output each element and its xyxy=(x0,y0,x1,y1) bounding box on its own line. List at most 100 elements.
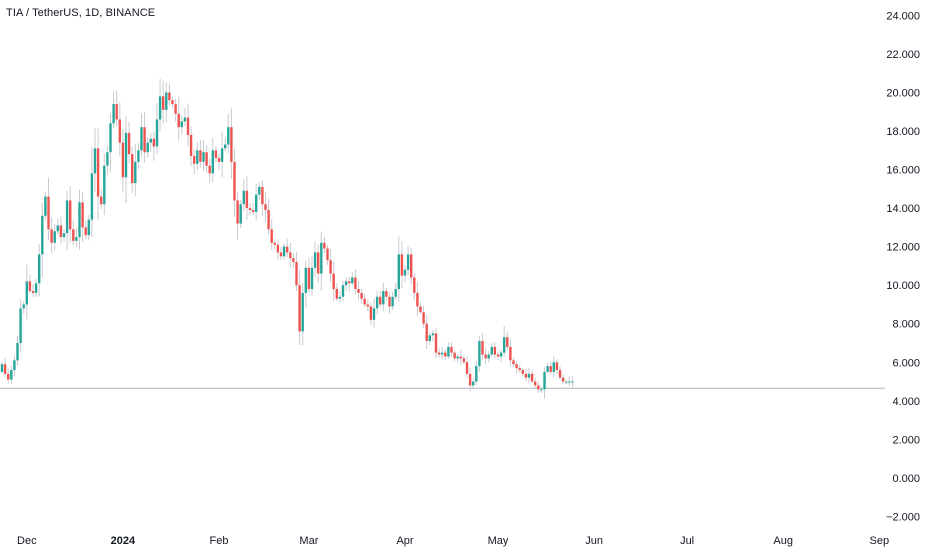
candle[interactable] xyxy=(233,149,236,217)
candle[interactable] xyxy=(189,126,193,167)
candle[interactable] xyxy=(363,294,366,308)
candle[interactable] xyxy=(279,247,283,260)
candle[interactable] xyxy=(323,236,326,254)
candle[interactable] xyxy=(158,78,162,131)
candle[interactable] xyxy=(276,239,280,260)
candle[interactable] xyxy=(385,287,388,301)
candle[interactable] xyxy=(326,244,329,265)
candle[interactable] xyxy=(261,180,264,216)
candle[interactable] xyxy=(524,368,528,382)
candle[interactable] xyxy=(47,177,50,241)
candle[interactable] xyxy=(140,113,143,157)
candle[interactable] xyxy=(205,145,208,173)
candle[interactable] xyxy=(28,274,32,294)
candle[interactable] xyxy=(84,221,87,240)
candle[interactable] xyxy=(450,342,453,357)
candle[interactable] xyxy=(155,103,159,154)
candle[interactable] xyxy=(292,253,295,268)
candle[interactable] xyxy=(146,137,149,158)
candle[interactable] xyxy=(236,191,239,240)
candle[interactable] xyxy=(149,132,152,152)
candle[interactable] xyxy=(282,243,286,260)
candle[interactable] xyxy=(490,342,493,358)
candle[interactable] xyxy=(555,359,559,374)
candle[interactable] xyxy=(50,216,53,253)
candle[interactable] xyxy=(388,292,391,314)
candle[interactable] xyxy=(503,325,506,357)
candle[interactable] xyxy=(62,229,66,242)
candle[interactable] xyxy=(344,277,348,291)
candle[interactable] xyxy=(171,96,174,108)
candle[interactable] xyxy=(270,219,273,251)
candle[interactable] xyxy=(317,244,320,283)
candle[interactable] xyxy=(38,244,41,297)
candle[interactable] xyxy=(487,351,490,363)
candle[interactable] xyxy=(103,154,106,216)
candle[interactable] xyxy=(410,248,413,285)
candle[interactable] xyxy=(394,282,397,300)
candle[interactable] xyxy=(100,188,103,210)
candle[interactable] xyxy=(69,186,72,243)
time-axis[interactable]: Dec 2024 Feb Mar Apr May Jun Jul Aug Sep xyxy=(17,535,889,547)
candle[interactable] xyxy=(298,270,301,346)
candle[interactable] xyxy=(403,265,407,282)
candle[interactable] xyxy=(56,218,59,235)
candle[interactable] xyxy=(515,361,518,373)
candle[interactable] xyxy=(320,231,323,291)
candle[interactable] xyxy=(558,366,562,380)
candle[interactable] xyxy=(199,139,202,168)
candle[interactable] xyxy=(521,368,524,377)
candle[interactable] xyxy=(307,257,311,293)
candle[interactable] xyxy=(214,146,218,163)
candle[interactable] xyxy=(506,331,509,351)
candle[interactable] xyxy=(134,144,137,197)
candle[interactable] xyxy=(348,277,351,292)
candle[interactable] xyxy=(512,357,515,368)
candle[interactable] xyxy=(34,279,38,297)
candle[interactable] xyxy=(552,356,555,378)
candle[interactable] xyxy=(382,282,385,312)
candle[interactable] xyxy=(375,290,379,315)
candle[interactable] xyxy=(413,272,416,301)
candle[interactable] xyxy=(264,191,267,223)
candle[interactable] xyxy=(87,215,90,241)
candle[interactable] xyxy=(478,336,481,372)
candle[interactable] xyxy=(239,199,242,229)
candle[interactable] xyxy=(75,228,78,248)
candle[interactable] xyxy=(391,292,394,311)
candle[interactable] xyxy=(186,103,190,147)
candle[interactable] xyxy=(258,182,261,200)
candle[interactable] xyxy=(286,238,289,258)
candle[interactable] xyxy=(22,301,25,314)
candle[interactable] xyxy=(456,353,459,363)
candle[interactable] xyxy=(106,145,109,175)
candle[interactable] xyxy=(289,242,292,267)
candle[interactable] xyxy=(462,354,466,365)
candle[interactable] xyxy=(360,288,363,304)
candle[interactable] xyxy=(41,203,44,278)
candle[interactable] xyxy=(273,239,276,249)
candle[interactable] xyxy=(0,362,4,374)
candle[interactable] xyxy=(227,113,230,153)
candle[interactable] xyxy=(295,251,298,292)
candle[interactable] xyxy=(267,198,270,235)
candle[interactable] xyxy=(118,102,121,157)
candle[interactable] xyxy=(162,80,165,125)
candle[interactable] xyxy=(19,299,22,353)
candle[interactable] xyxy=(481,333,484,360)
candle[interactable] xyxy=(143,112,146,163)
candle[interactable] xyxy=(468,368,472,392)
candle[interactable] xyxy=(397,236,400,303)
candle[interactable] xyxy=(354,269,357,295)
candle[interactable] xyxy=(428,332,431,346)
candle[interactable] xyxy=(196,142,199,171)
candle[interactable] xyxy=(499,349,503,362)
candle[interactable] xyxy=(109,112,112,173)
candle[interactable] xyxy=(453,350,456,362)
candle[interactable] xyxy=(25,264,28,320)
candle[interactable] xyxy=(208,158,211,183)
candle[interactable] xyxy=(366,299,369,312)
candle[interactable] xyxy=(459,349,462,366)
candle[interactable] xyxy=(509,339,512,367)
candle[interactable] xyxy=(174,98,177,122)
